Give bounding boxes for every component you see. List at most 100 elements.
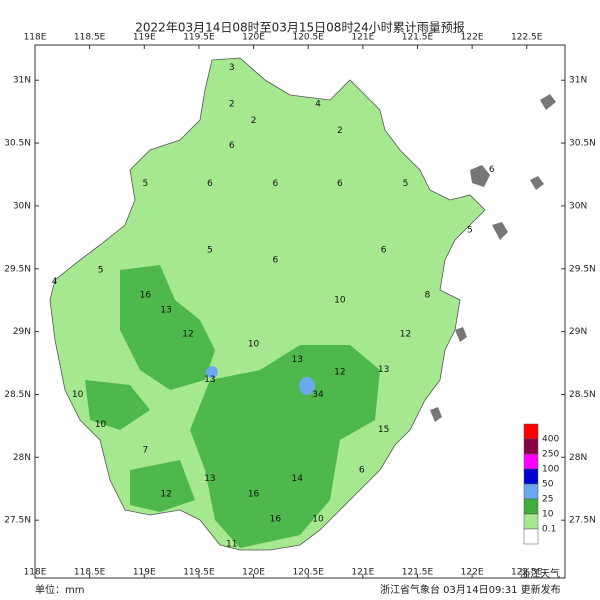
forecast-value: 12 (334, 367, 345, 377)
forecast-value: 12 (182, 330, 193, 340)
lon-tick-label: 121.5E (402, 33, 434, 43)
legend-swatch (523, 483, 539, 500)
lat-tick-label: 27.5N (4, 516, 31, 526)
rain-area (85, 380, 150, 430)
lat-tick-label: 28N (569, 453, 587, 463)
lon-tick-label: 122E (461, 33, 484, 43)
forecast-value: 5 (467, 225, 473, 235)
issuer-label: 浙江省气象台 03月14日09:31 更新发布 (380, 583, 561, 596)
lon-tick-label: 122.5E (511, 33, 543, 43)
legend-label: 250 (542, 450, 559, 460)
forecast-value: 7 (143, 445, 149, 455)
rain-area-high (206, 366, 218, 378)
forecast-value: 2 (337, 126, 343, 136)
forecast-value: 6 (337, 179, 343, 189)
lat-tick-label: 29.5N (4, 264, 31, 274)
lon-tick-label: 120E (242, 33, 265, 43)
island (430, 407, 442, 422)
island (455, 327, 467, 342)
forecast-value: 16 (140, 291, 152, 301)
forecast-value: 13 (160, 306, 171, 316)
forecast-value: 6 (273, 179, 279, 189)
forecast-value: 4 (315, 100, 321, 110)
forecast-value: 6 (489, 165, 495, 175)
forecast-value: 12 (160, 489, 171, 499)
forecast-value: 6 (229, 141, 235, 151)
forecast-value: 4 (52, 277, 58, 287)
forecast-value: 11 (226, 540, 237, 550)
legend-swatch (523, 498, 539, 515)
province (49, 57, 486, 551)
forecast-value: 6 (273, 255, 279, 265)
lon-tick-label: 119E (133, 33, 156, 43)
legend-label: 100 (542, 465, 559, 475)
island (492, 222, 508, 240)
lat-tick-label: 27.5N (569, 516, 596, 526)
island (540, 94, 556, 110)
legend-swatch (523, 453, 539, 470)
forecast-value: 10 (95, 420, 107, 430)
lon-tick-label: 118.5E (74, 33, 106, 43)
forecast-value: 5 (98, 266, 104, 276)
lat-tick-label: 31N (569, 76, 587, 86)
forecast-value: 13 (292, 355, 303, 365)
lon-tick-label: 121E (351, 568, 374, 578)
forecast-value: 5 (143, 179, 149, 189)
lat-tick-label: 28.5N (4, 390, 31, 400)
rain-area (120, 265, 215, 390)
forecast-value: 10 (248, 340, 260, 350)
forecast-value: 6 (359, 465, 365, 475)
lon-tick-label: 119E (133, 568, 156, 578)
forecast-value: 6 (381, 245, 387, 255)
legend-label: 400 (542, 435, 559, 445)
legend-swatch (523, 468, 539, 485)
lat-tick-label: 28.5N (569, 390, 596, 400)
lon-tick-label: 120E (242, 568, 265, 578)
islands (430, 94, 556, 422)
watermark: 浙江天气 (520, 567, 560, 580)
lon-tick-label: 118E (24, 568, 47, 578)
rain-area (130, 460, 195, 512)
province-shape (49, 57, 486, 551)
forecast-value: 5 (207, 245, 213, 255)
forecast-value: 13 (204, 474, 215, 484)
forecast-value: 3 (229, 63, 235, 73)
lat-tick-label: 29N (13, 327, 31, 337)
legend-label: 50 (542, 480, 554, 490)
lat-tick-label: 30.5N (4, 139, 31, 149)
forecast-value: 15 (378, 425, 389, 435)
forecast-value: 2 (229, 100, 235, 110)
legend-swatch (523, 438, 539, 455)
legend-swatch (523, 528, 539, 545)
forecast-value: 10 (72, 390, 84, 400)
legend-swatch (523, 513, 539, 530)
forecast-value: 10 (334, 296, 346, 306)
lon-tick-label: 118.5E (74, 568, 106, 578)
forecast-value: 5 (403, 179, 409, 189)
lat-tick-label: 30.5N (569, 139, 596, 149)
unit-label: 单位：mm (35, 583, 84, 596)
legend-label: 10 (542, 510, 554, 520)
rain-area-high (299, 377, 315, 395)
lat-tick-label: 30N (569, 201, 587, 211)
forecast-value: 14 (292, 474, 304, 484)
lon-tick-label: 121E (351, 33, 374, 43)
forecast-value: 13 (204, 375, 215, 385)
lat-tick-label: 29N (569, 327, 587, 337)
lon-tick-label: 122E (461, 568, 484, 578)
forecast-value: 16 (248, 489, 260, 499)
lat-tick-label: 29.5N (569, 264, 596, 274)
rain-area (190, 345, 380, 548)
forecast-value: 16 (270, 514, 282, 524)
map-title: 2022年03月14日08时至03月15日08时24小时累计雨量预报 (135, 20, 464, 35)
legend: 400 250 100 50 25 10 0.1 (523, 423, 559, 545)
forecast-value: 13 (378, 365, 389, 375)
lat-tick-label: 30N (13, 201, 31, 211)
lat-tick-label: 28N (13, 453, 31, 463)
lon-tick-label: 119.5E (183, 33, 215, 43)
forecast-value: 2 (251, 116, 257, 126)
forecast-value: 6 (207, 179, 213, 189)
lon-tick-label: 119.5E (183, 568, 215, 578)
legend-label: 0.1 (542, 525, 556, 535)
